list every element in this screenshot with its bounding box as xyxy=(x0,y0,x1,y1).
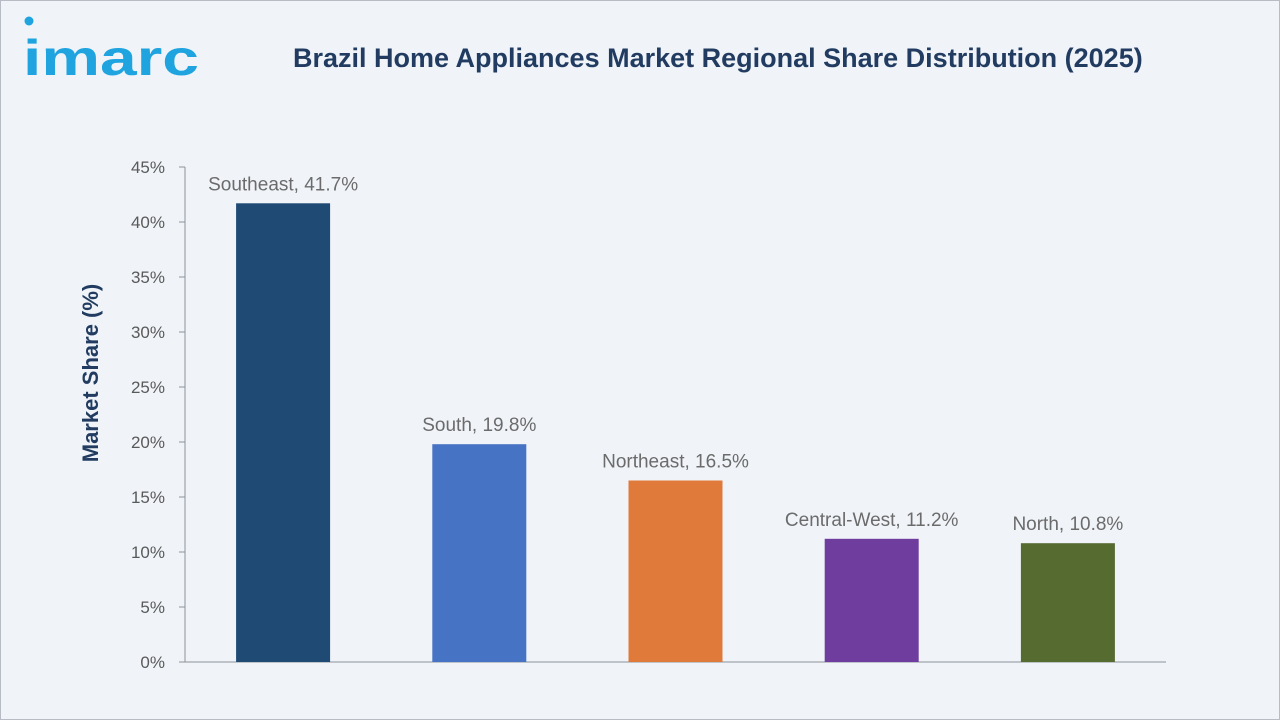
bar-northeast xyxy=(628,480,723,662)
y-tick-label: 35% xyxy=(131,268,165,287)
data-label: Central-West, 11.2% xyxy=(785,510,959,531)
data-label: North, 10.8% xyxy=(1012,514,1123,535)
chart-title: Brazil Home Appliances Market Regional S… xyxy=(293,43,1143,73)
data-label: Northeast, 16.5% xyxy=(602,452,749,473)
y-tick-label: 20% xyxy=(131,433,165,452)
bar-central-west xyxy=(824,538,919,662)
bar-north xyxy=(1020,543,1115,662)
y-tick-label: 10% xyxy=(131,543,165,562)
bar-south xyxy=(432,444,527,662)
y-tick-label: 15% xyxy=(131,488,165,507)
data-label: Southeast, 41.7% xyxy=(208,174,358,195)
y-tick-label: 40% xyxy=(131,213,165,232)
logo-text: imarc xyxy=(23,30,199,85)
data-label: South, 19.8% xyxy=(422,415,536,436)
imarc-logo: imarc xyxy=(23,16,199,85)
y-tick-label: 30% xyxy=(131,323,165,342)
y-tick-label: 0% xyxy=(140,653,165,672)
y-tick-label: 5% xyxy=(140,598,165,617)
y-tick-label: 25% xyxy=(131,378,165,397)
y-axis-title: Market Share (%) xyxy=(78,284,103,463)
y-tick-label: 45% xyxy=(131,158,165,177)
bar-southeast xyxy=(236,203,331,663)
